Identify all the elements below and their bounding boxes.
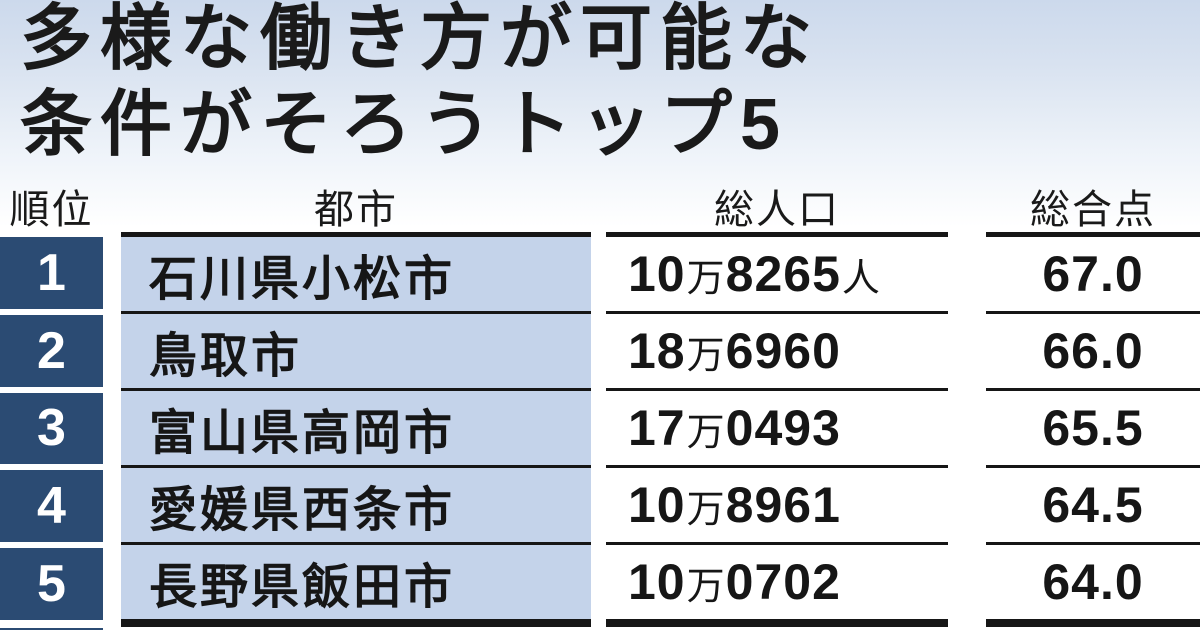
page-title-line2: 条件がそろうトップ5 (20, 85, 789, 165)
score-cell: 64.0 (986, 542, 1200, 619)
rank-cell: 1 (0, 237, 103, 309)
city-column: 石川県小松市 鳥取市 富山県高岡市 愛媛県西条市 長野県飯田市 (121, 232, 591, 627)
rank-cell: 3 (0, 392, 103, 465)
page-title-line1: 多様な働き方が可能な (20, 0, 821, 79)
column-header-score: 総合点 (1030, 188, 1156, 232)
city-name: 長野県飯田市 (149, 561, 456, 614)
column-header-city: 都市 (314, 188, 398, 232)
rank-cell: 5 (0, 548, 103, 620)
cropped-next-rank-box (0, 628, 103, 630)
population-cell: 10 万 8265 人 (606, 237, 948, 311)
score-cell: 66.0 (986, 311, 1200, 388)
score-value: 66.0 (1042, 323, 1144, 379)
population-cell: 18 万 6960 (606, 311, 948, 388)
population-value: 17 万 0493 (628, 400, 841, 456)
city-cell: 長野県飯田市 (121, 542, 591, 619)
score-value: 67.0 (1042, 246, 1144, 302)
city-cell: 愛媛県西条市 (121, 465, 591, 542)
rank-column: 1 2 3 4 5 (0, 237, 103, 620)
score-column: 67.0 66.0 65.5 64.5 64.0 (986, 232, 1200, 627)
score-value: 65.5 (1042, 400, 1144, 456)
population-cell: 10 万 8961 (606, 465, 948, 542)
population-value: 10 万 8265 人 (628, 246, 880, 302)
city-name: 鳥取市 (149, 330, 303, 383)
rank-cell: 2 (0, 314, 103, 387)
rank-cell: 4 (0, 470, 103, 543)
page-title: 多様な働き方が可能な 条件がそろうトップ5 (20, 0, 820, 168)
score-cell: 67.0 (986, 237, 1200, 311)
score-cell: 64.5 (986, 465, 1200, 542)
population-value: 18 万 6960 (628, 323, 841, 379)
population-value: 10 万 0702 (628, 554, 841, 610)
column-header-rank: 順位 (9, 188, 94, 232)
city-cell: 石川県小松市 (121, 237, 591, 311)
column-header-population: 総人口 (714, 188, 840, 232)
city-name: 富山県高岡市 (149, 407, 456, 460)
city-cell: 富山県高岡市 (121, 388, 591, 465)
score-cell: 65.5 (986, 388, 1200, 465)
population-value: 10 万 8961 (628, 477, 841, 533)
population-cell: 17 万 0493 (606, 388, 948, 465)
city-name: 愛媛県西条市 (149, 484, 456, 537)
score-value: 64.5 (1042, 477, 1144, 533)
population-column: 10 万 8265 人 18 万 6960 17 万 0493 10 万 8961 10 万 0702 (606, 232, 948, 627)
population-cell: 10 万 0702 (606, 542, 948, 619)
score-value: 64.0 (1042, 554, 1144, 610)
city-name: 石川県小松市 (149, 253, 456, 306)
city-cell: 鳥取市 (121, 311, 591, 388)
